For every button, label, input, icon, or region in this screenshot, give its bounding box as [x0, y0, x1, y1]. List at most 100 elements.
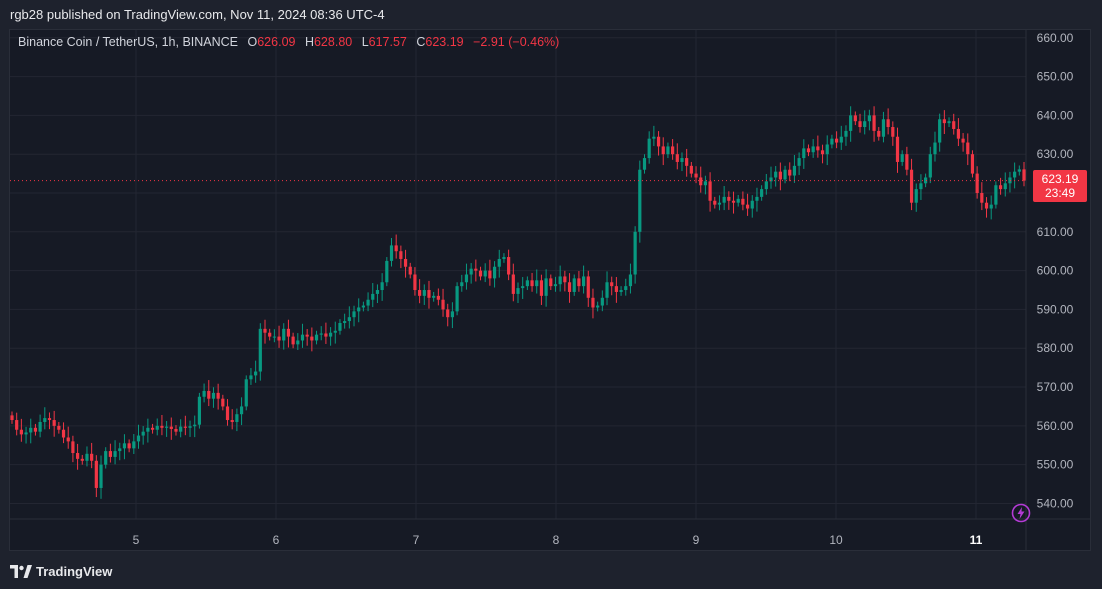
candle-body — [136, 435, 141, 442]
candle-body — [347, 317, 351, 322]
candle-body — [624, 286, 628, 291]
candle-body — [839, 136, 843, 143]
candle-body — [516, 288, 520, 294]
candle-body — [75, 453, 80, 459]
candle-body — [994, 185, 998, 205]
candle-body — [225, 406, 230, 421]
candle-body — [291, 336, 295, 345]
candle-body — [919, 183, 923, 190]
candle-body — [99, 464, 103, 488]
candle-body — [165, 426, 169, 428]
candle-body — [385, 260, 389, 283]
candle-body — [33, 427, 38, 432]
candle-body — [703, 181, 708, 186]
candlestick-chart[interactable]: 540.00 550.00 560.00 570.00 580.00 590.00 600.… — [10, 30, 1090, 550]
candle-body — [464, 274, 469, 283]
candle-body — [774, 171, 778, 178]
candle-body — [989, 204, 993, 209]
candle-body — [1013, 171, 1017, 178]
candle-body — [867, 115, 871, 122]
publish-header: rgb28 published on TradingView.com, Nov … — [10, 7, 385, 22]
candle-body — [282, 328, 286, 341]
candle-body — [980, 193, 984, 203]
candle-body — [741, 198, 745, 205]
x-tick-label: 8 — [553, 533, 560, 547]
candle-body — [685, 158, 689, 166]
candle-body — [938, 119, 942, 143]
candle-body — [29, 427, 33, 433]
candle-body — [591, 297, 595, 308]
candle-body — [895, 136, 900, 162]
candle-body — [319, 333, 323, 335]
candle-body — [497, 258, 501, 267]
symbol-legend: Binance Coin / TetherUS, 1h, BINANCE O62… — [18, 35, 565, 49]
candle-body — [268, 332, 272, 337]
candle-body — [127, 443, 131, 449]
candle-body — [122, 443, 127, 449]
candle-body — [300, 334, 305, 341]
candle-body — [305, 334, 309, 337]
candle-body — [760, 189, 764, 197]
candle-body — [113, 451, 117, 457]
candle-body — [647, 138, 651, 159]
candle-body — [731, 200, 736, 203]
candle-body — [197, 396, 202, 425]
candle-body — [783, 169, 787, 180]
candle-body — [525, 280, 529, 287]
legend-close-label: C — [416, 35, 426, 49]
candle-body — [727, 196, 731, 201]
candle-body — [474, 268, 478, 271]
candle-body — [905, 154, 909, 170]
candle-body — [413, 274, 417, 291]
candle-body — [146, 427, 150, 432]
candle-body — [488, 270, 492, 279]
candle-body — [141, 431, 145, 436]
candle-body — [441, 299, 445, 310]
candle-body — [717, 202, 722, 205]
chart-frame[interactable]: 540.00 550.00 560.00 570.00 580.00 590.00 600.… — [9, 29, 1091, 551]
footer-brand: TradingView — [36, 564, 113, 579]
candle-body — [478, 270, 483, 277]
candle-body — [286, 328, 291, 337]
candle-body — [567, 282, 572, 292]
candle-body — [975, 173, 979, 193]
candle-body — [830, 138, 834, 145]
candle-body — [563, 276, 567, 283]
candle-body — [328, 332, 333, 337]
candle-body — [366, 299, 370, 306]
candle-body — [619, 290, 623, 292]
x-tick-label: 6 — [273, 533, 280, 547]
candle-body — [418, 290, 422, 296]
candle-body — [614, 286, 618, 292]
candle-body — [235, 414, 239, 422]
candle-body — [539, 280, 544, 296]
candle-body — [572, 278, 576, 292]
footer-logo[interactable]: TradingView — [10, 564, 112, 579]
candle-body — [343, 321, 347, 324]
candle-body — [736, 198, 740, 203]
candle-body — [535, 280, 539, 287]
candle-body — [61, 429, 66, 438]
candle-body — [193, 424, 197, 427]
candle-body — [207, 390, 211, 399]
candle-body — [108, 451, 112, 457]
candle-body — [52, 420, 56, 426]
candle-body — [333, 330, 337, 333]
candle-body — [57, 425, 61, 430]
candle-body — [436, 295, 440, 300]
candle-body — [1022, 169, 1026, 181]
candle-body — [511, 274, 515, 294]
candle-body — [455, 286, 459, 312]
y-tick-label: 570.00 — [1037, 380, 1074, 394]
candle-body — [891, 127, 895, 137]
legend-high-value: 628.80 — [313, 35, 353, 49]
candle-body — [642, 158, 647, 170]
candle-body — [277, 336, 281, 341]
candle-body — [310, 336, 314, 341]
candle-body — [408, 266, 412, 275]
candle-body — [778, 171, 782, 180]
candle-body — [577, 278, 581, 287]
candle-body — [928, 154, 932, 178]
lightning-icon[interactable] — [1011, 503, 1031, 523]
legend-low-value: 617.57 — [368, 35, 407, 49]
